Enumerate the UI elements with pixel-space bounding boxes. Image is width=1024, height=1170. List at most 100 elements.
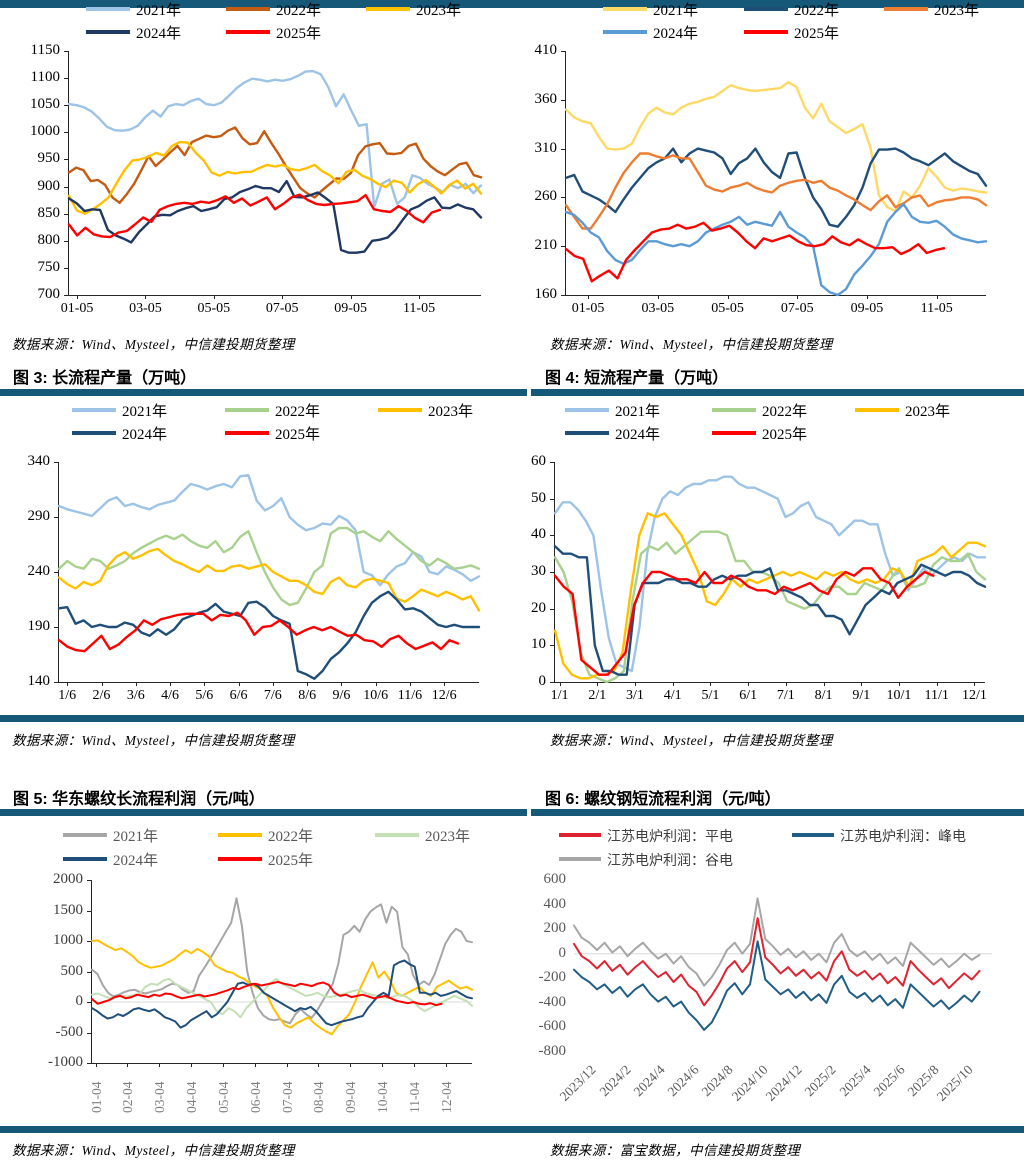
series-line-2022年 [67,126,483,205]
legend-label: 2023年 [934,3,980,19]
legend-label: 江苏电炉利润：谷电 [607,854,733,869]
x-axis-tick-label: 12/1 [961,688,987,703]
legend-label: 2024年 [615,427,661,443]
x-axis-tick-label: 05-05 [197,301,231,316]
y-axis-tick-label: -400 [538,993,567,1010]
legend-item: 2024年 [63,853,158,870]
legend-item: 2022年 [712,404,807,421]
y-axis-tick-label: 340 [27,453,51,469]
series-line-2024年 [67,179,483,254]
series-line-2022年 [564,147,988,228]
series-line-2024年 [564,202,988,297]
legend-item: 2022年 [218,829,313,846]
series-line-2024年 [553,545,987,676]
x-axis-tickmark [409,682,411,686]
legend-item: 2023年 [375,829,470,846]
x-axis-tickmark [145,295,147,299]
x-axis-tick-label: 05-05 [711,301,744,316]
legend-label: 2021年 [122,404,168,420]
divider-bar [531,809,1024,816]
x-axis-tickmark [204,682,206,686]
x-axis-tick-label: 6/1 [739,688,758,703]
x-axis-tick-label: 06-04 [247,1081,263,1114]
chart-canvas [57,473,481,680]
x-axis-tick-label: 01-04 [88,1081,104,1114]
y-axis-tick-label: -1000 [48,1054,83,1070]
x-axis-tick-label: 05-04 [215,1081,231,1114]
x-axis-tickmark [444,682,446,686]
y-axis-tick-label: 1150 [30,42,60,58]
x-axis-tickmark [254,1063,256,1067]
legend-label: 2025年 [762,427,808,443]
x-axis-tickmark [318,1063,320,1067]
x-axis-tick-label: 11/1 [924,688,949,703]
x-axis-tick-label: 5/6 [195,688,214,703]
x-axis-tick-label: 09-05 [850,301,884,316]
x-axis-tickmark [785,682,787,686]
chart-panel: 410 360 310 260 210 160 01-05 03-05 05-05 07-05 09… [512,0,1024,322]
series-line-2021年 [564,81,988,213]
y-axis-tickmark [550,608,554,610]
x-axis-tickmark [823,682,825,686]
x-axis-tick-label: 4/1 [663,688,682,703]
x-axis-tickmark [375,682,377,686]
divider-bar [0,389,527,396]
plot-area [57,462,481,683]
x-axis-tick-label: 7/6 [263,688,282,703]
legend-label: 2023年 [905,404,951,420]
figure-title: 图 3: 长流程产量（万吨） [13,370,197,387]
x-axis-tickmark [861,682,863,686]
legend-line-swatch [559,857,601,861]
x-axis-tickmark [936,295,938,299]
y-axis-tickmark [87,1063,91,1064]
legend-item: 2025年 [218,853,313,870]
y-axis-tick-label: 400 [543,895,567,912]
x-axis-tick-label: 9/6 [332,688,351,703]
legend-item: 2024年 [565,427,660,444]
y-axis-tickmark [64,51,68,52]
legend-label: 2023年 [416,3,462,19]
legend-line-swatch [792,833,834,837]
divider-bar [531,389,1024,396]
legend-item: 2021年 [86,3,181,20]
legend-line-swatch [375,833,419,837]
y-axis-tick-label: 750 [37,258,61,275]
x-axis-tickmark [127,1063,129,1067]
legend-line-swatch [63,857,107,861]
series-line-2025年 [564,221,946,283]
data-source-caption: 数据来源：Wind、Mysteel，中信建投期货整理 [12,1143,295,1158]
legend-item: 2023年 [855,404,950,421]
x-axis-tick-label: 12/6 [431,688,457,703]
legend-line-swatch [218,857,262,861]
y-axis-tick-label: 600 [543,871,567,887]
x-axis-tick-label: 01-05 [571,301,605,316]
y-axis-tick-label: -600 [538,1018,567,1035]
y-axis-tick-label: 40 [531,526,546,543]
series-line-2023年 [564,152,988,230]
series-line-2024年 [57,590,481,680]
legend-item: 2022年 [225,404,320,421]
chart-canvas [67,69,483,254]
y-axis-tick-label: 140 [27,673,51,689]
x-axis-tickmark [170,682,172,686]
legend-line-swatch [712,408,756,412]
series-line-2025年 [553,567,935,676]
y-axis-tick-label: -500 [55,1023,84,1040]
y-axis-tick-label: 210 [534,237,558,254]
x-axis-tickmark [898,682,900,686]
legend-item: 2024年 [603,26,698,43]
x-axis-tickmark [936,682,938,686]
y-axis-tick-label: 1100 [30,69,60,86]
chart-canvas [564,81,988,297]
series-line-2021年 [67,69,483,209]
x-axis-tick-label: 09-05 [334,301,367,316]
legend-item: 2021年 [72,404,167,421]
x-axis-tick-label: 10-04 [375,1081,391,1114]
y-axis-tickmark [87,910,91,912]
legend-label: 2025年 [794,26,840,42]
y-axis-tickmark [87,1002,91,1003]
series-line-2022年 [91,939,473,1036]
divider-bar [0,715,1024,722]
x-axis-tickmark [710,682,712,686]
